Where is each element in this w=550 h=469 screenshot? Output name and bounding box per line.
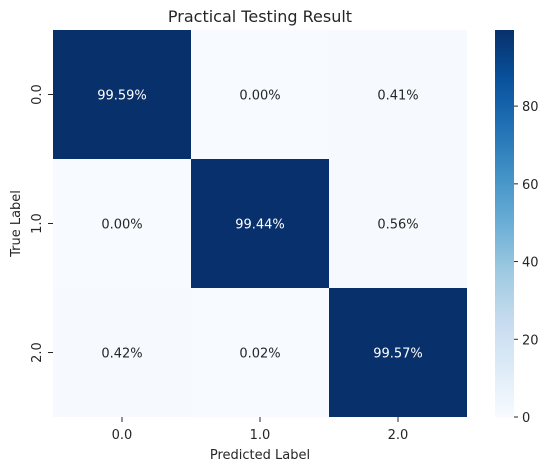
- y-tick-label-0: 0.0: [30, 84, 45, 105]
- heatmap-cells: 99.59% 0.00% 0.41% 0.00% 99.44% 0.56% 0.42% 0.0…: [53, 30, 467, 417]
- heatmap-cell-0-2: [329, 30, 467, 159]
- colorbar-tick-label-1: 20: [522, 333, 539, 348]
- cell-label-2-1: 0.02%: [239, 347, 280, 362]
- colorbar: [495, 30, 514, 417]
- cell-label-1-1: 99.44%: [235, 218, 285, 233]
- chart-title: Practical Testing Result: [168, 7, 352, 26]
- cell-label-1-0: 0.00%: [101, 218, 142, 233]
- heatmap-cell-1-2: [329, 159, 467, 288]
- x-axis-label: Predicted Label: [210, 448, 310, 463]
- heatmap-cell-2-2: [329, 288, 467, 417]
- colorbar-tick-label-0: 0: [522, 411, 530, 426]
- x-axis-ticks: 0.0 1.0 2.0: [112, 417, 409, 443]
- colorbar-tick-label-2: 40: [522, 256, 539, 271]
- x-tick-label-1: 1.0: [250, 428, 271, 443]
- cell-label-1-2: 0.56%: [377, 218, 418, 233]
- cell-label-0-0: 99.59%: [97, 89, 147, 104]
- heatmap-cell-2-0: [53, 288, 191, 417]
- heatmap-cell-1-0: [53, 159, 191, 288]
- cell-label-0-2: 0.41%: [377, 89, 418, 104]
- y-axis-ticks: 0.0 1.0 2.0: [30, 84, 53, 363]
- colorbar-tick-label-3: 60: [522, 178, 539, 193]
- y-tick-label-1: 1.0: [30, 213, 45, 234]
- x-tick-label-0: 0.0: [112, 428, 133, 443]
- cell-label-2-0: 0.42%: [101, 347, 142, 362]
- cell-label-0-1: 0.00%: [239, 89, 280, 104]
- heatmap-cell-1-1: [191, 159, 329, 288]
- colorbar-tick-label-4: 80: [522, 100, 539, 115]
- heatmap-cell-0-0: [53, 30, 191, 159]
- y-axis-label: True Label: [9, 190, 24, 258]
- y-tick-label-2: 2.0: [30, 342, 45, 363]
- heatmap-cell-2-1: [191, 288, 329, 417]
- cell-label-2-2: 99.57%: [373, 347, 423, 362]
- x-tick-label-2: 2.0: [388, 428, 409, 443]
- colorbar-ticks: 0 20 40 60 80: [514, 100, 539, 426]
- heatmap-cell-0-1: [191, 30, 329, 159]
